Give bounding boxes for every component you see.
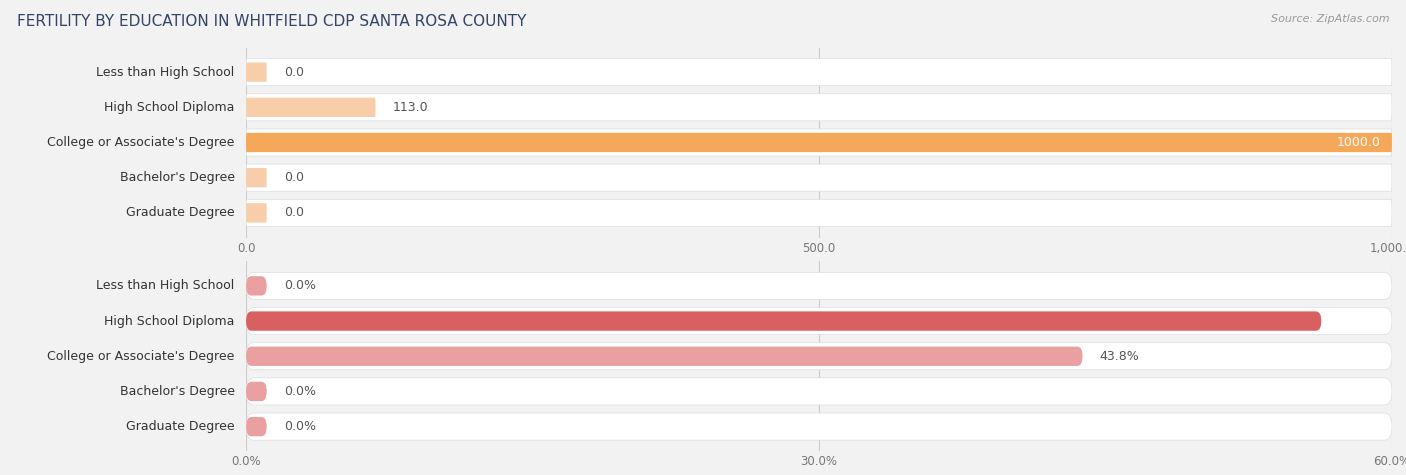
Text: 0.0: 0.0 xyxy=(284,66,304,79)
FancyBboxPatch shape xyxy=(246,342,1392,370)
Text: Less than High School: Less than High School xyxy=(97,279,235,293)
Text: 113.0: 113.0 xyxy=(392,101,429,114)
FancyBboxPatch shape xyxy=(246,272,1392,299)
Text: Graduate Degree: Graduate Degree xyxy=(127,206,235,219)
FancyBboxPatch shape xyxy=(246,312,1322,331)
FancyBboxPatch shape xyxy=(246,133,1392,152)
Text: 56.3%: 56.3% xyxy=(1341,314,1381,328)
FancyBboxPatch shape xyxy=(246,382,267,401)
Text: Less than High School: Less than High School xyxy=(97,66,235,79)
FancyBboxPatch shape xyxy=(246,98,375,117)
FancyBboxPatch shape xyxy=(246,62,267,82)
Text: 43.8%: 43.8% xyxy=(1099,350,1139,363)
FancyBboxPatch shape xyxy=(246,94,1392,121)
FancyBboxPatch shape xyxy=(246,203,267,223)
Text: 0.0%: 0.0% xyxy=(284,279,316,293)
FancyBboxPatch shape xyxy=(246,58,1392,86)
Text: High School Diploma: High School Diploma xyxy=(104,101,235,114)
Text: High School Diploma: High School Diploma xyxy=(104,314,235,328)
FancyBboxPatch shape xyxy=(246,200,1392,227)
FancyBboxPatch shape xyxy=(246,413,1392,440)
Text: Source: ZipAtlas.com: Source: ZipAtlas.com xyxy=(1271,14,1389,24)
Text: 0.0%: 0.0% xyxy=(284,420,316,433)
FancyBboxPatch shape xyxy=(246,164,1392,191)
FancyBboxPatch shape xyxy=(246,307,1392,334)
Text: FERTILITY BY EDUCATION IN WHITFIELD CDP SANTA ROSA COUNTY: FERTILITY BY EDUCATION IN WHITFIELD CDP … xyxy=(17,14,526,29)
FancyBboxPatch shape xyxy=(246,276,267,295)
Text: College or Associate's Degree: College or Associate's Degree xyxy=(48,136,235,149)
Text: 1000.0: 1000.0 xyxy=(1337,136,1381,149)
FancyBboxPatch shape xyxy=(246,129,1392,156)
Text: Bachelor's Degree: Bachelor's Degree xyxy=(120,171,235,184)
FancyBboxPatch shape xyxy=(246,168,267,187)
Text: 0.0: 0.0 xyxy=(284,171,304,184)
Text: Graduate Degree: Graduate Degree xyxy=(127,420,235,433)
Text: Bachelor's Degree: Bachelor's Degree xyxy=(120,385,235,398)
FancyBboxPatch shape xyxy=(246,378,1392,405)
Text: College or Associate's Degree: College or Associate's Degree xyxy=(48,350,235,363)
FancyBboxPatch shape xyxy=(246,347,1083,366)
FancyBboxPatch shape xyxy=(246,417,267,437)
Text: 0.0: 0.0 xyxy=(284,206,304,219)
Text: 0.0%: 0.0% xyxy=(284,385,316,398)
